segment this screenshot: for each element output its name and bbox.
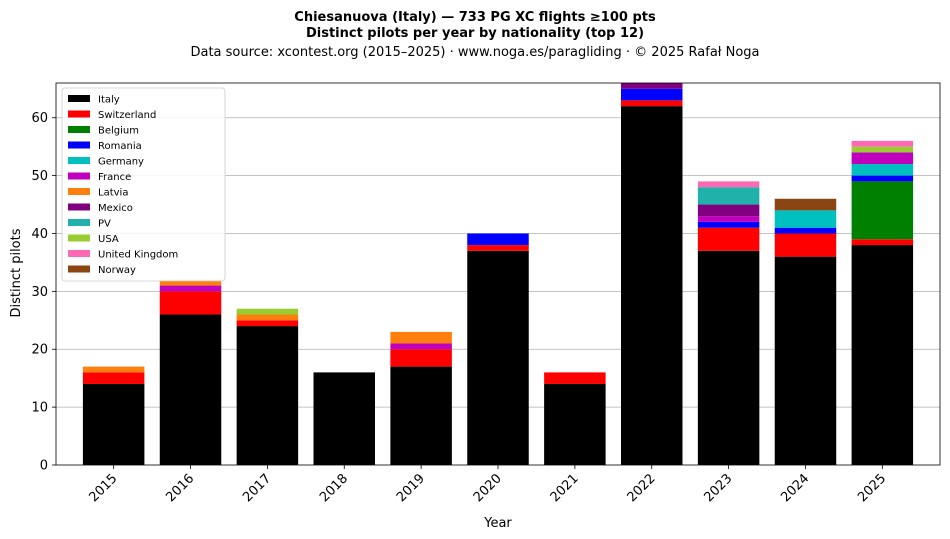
bar-segment-latvia-2019 xyxy=(390,331,452,344)
bar-segment-belgium-2025 xyxy=(851,181,914,240)
legend-label: USA xyxy=(98,234,119,245)
bar-segment-romania-2023 xyxy=(697,221,760,228)
legend-label: Mexico xyxy=(98,203,133,214)
bar-segment-italy-2025 xyxy=(851,245,914,465)
bar-segment-switzerland-2023 xyxy=(697,227,760,251)
bar-segment-france-2023 xyxy=(697,216,760,222)
y-tick-label: 40 xyxy=(31,227,48,242)
legend-swatch xyxy=(68,110,90,118)
bar-segment-italy-2024 xyxy=(774,256,837,465)
bar-segment-pv-2023 xyxy=(697,187,760,205)
y-tick-label: 30 xyxy=(31,285,48,300)
bar-segment-mexico-2023 xyxy=(697,204,760,217)
y-tick-label: 10 xyxy=(31,401,48,416)
bar-segment-switzerland-2017 xyxy=(236,320,299,327)
bar-segment-mexico-2022 xyxy=(620,83,683,89)
bar-segment-italy-2016 xyxy=(159,314,222,465)
chart-subtitle: Data source: xcontest.org (2015–2025) · … xyxy=(190,45,759,60)
x-tick-label: 2016 xyxy=(163,471,197,505)
legend-swatch xyxy=(68,219,90,226)
bar-segment-switzerland-2021 xyxy=(544,372,606,384)
legend-swatch xyxy=(68,141,90,149)
legend-swatch xyxy=(68,250,90,257)
legend-label: Norway xyxy=(98,265,136,276)
x-tick-label: 2025 xyxy=(855,471,889,505)
bar-segment-germany-2024 xyxy=(774,210,837,228)
y-axis-label: Distinct pilots xyxy=(9,228,24,317)
bar-segment-romania-2025 xyxy=(851,175,914,182)
bar-segment-italy-2017 xyxy=(236,326,299,465)
bar-segment-italy-2019 xyxy=(390,366,452,465)
bar-segment-switzerland-2019 xyxy=(390,349,452,367)
y-tick-label: 60 xyxy=(31,111,48,126)
legend-swatch xyxy=(68,265,90,273)
legend-label: Germany xyxy=(98,157,144,168)
x-tick-label: 2021 xyxy=(548,471,582,505)
bar-segment-italy-2018 xyxy=(313,372,376,465)
bar-segment-romania-2024 xyxy=(774,227,837,234)
x-tick-label: 2018 xyxy=(317,471,351,505)
bar-segment-switzerland-2025 xyxy=(851,239,914,246)
chart-title-line2: Distinct pilots per year by nationality … xyxy=(306,26,644,41)
bar-segment-italy-2022 xyxy=(620,106,683,465)
legend-label: Romania xyxy=(98,141,142,152)
bar-segment-switzerland-2024 xyxy=(774,233,837,257)
legend-swatch xyxy=(68,126,90,133)
legend-label: Italy xyxy=(98,95,120,106)
legend-label: Latvia xyxy=(98,188,128,199)
legend-swatch xyxy=(68,157,90,164)
legend-swatch xyxy=(68,95,90,102)
x-tick-label: 2020 xyxy=(471,471,505,505)
bar-segment-usa-2025 xyxy=(851,146,914,153)
bar-segment-latvia-2017 xyxy=(236,314,299,321)
bar-segment-switzerland-2015 xyxy=(82,372,145,384)
bar-segment-italy-2015 xyxy=(82,383,145,465)
bar-segment-france-2025 xyxy=(851,152,914,165)
legend-swatch xyxy=(68,188,90,195)
legend-label: PV xyxy=(98,219,111,230)
x-tick-label: 2024 xyxy=(778,471,812,505)
x-tick-label: 2022 xyxy=(625,471,659,505)
bar-segment-italy-2023 xyxy=(697,250,760,465)
x-tick-label: 2019 xyxy=(394,471,428,505)
bar-segment-latvia-2015 xyxy=(82,366,145,373)
x-tick-label: 2023 xyxy=(701,471,735,505)
legend-label: Switzerland xyxy=(98,110,156,121)
legend-swatch xyxy=(68,234,90,242)
y-tick-label: 50 xyxy=(31,169,48,184)
legend-swatch xyxy=(68,203,90,211)
bar-segment-latvia-2016 xyxy=(159,279,222,286)
bar-segment-romania-2020 xyxy=(467,233,529,246)
x-tick-label: 2015 xyxy=(86,471,120,505)
y-tick-label: 20 xyxy=(31,343,48,358)
bar-segment-switzerland-2022 xyxy=(620,100,683,107)
legend-label: Belgium xyxy=(98,126,139,137)
y-tick-label: 0 xyxy=(40,459,48,474)
bar-segment-france-2016 xyxy=(159,285,222,292)
bar-segment-norway-2024 xyxy=(774,198,837,211)
bar-segment-romania-2022 xyxy=(620,88,683,101)
bar-segment-france-2019 xyxy=(390,343,452,350)
bars xyxy=(82,83,914,465)
x-tick-label: 2017 xyxy=(240,471,274,505)
bar-segment-usa-2017 xyxy=(236,308,299,315)
legend-label: France xyxy=(98,172,131,183)
bar-segment-united-kingdom-2025 xyxy=(851,140,914,147)
bar-segment-united-kingdom-2023 xyxy=(697,181,760,188)
bar-segment-switzerland-2016 xyxy=(159,291,222,315)
bar-segment-germany-2025 xyxy=(851,164,914,176)
legend: Italy Switzerland Belgium Romania Germany Fra… xyxy=(61,87,226,282)
x-axis-label: Year xyxy=(483,516,512,531)
legend-label: United Kingdom xyxy=(98,250,178,261)
bar-segment-switzerland-2020 xyxy=(467,245,529,251)
bar-segment-italy-2020 xyxy=(467,250,529,465)
legend-swatch xyxy=(68,172,90,180)
legend-box xyxy=(61,87,226,282)
chart-title: Chiesanuova (Italy) — 733 PG XC flights … xyxy=(294,10,656,25)
bar-segment-italy-2021 xyxy=(544,383,606,465)
